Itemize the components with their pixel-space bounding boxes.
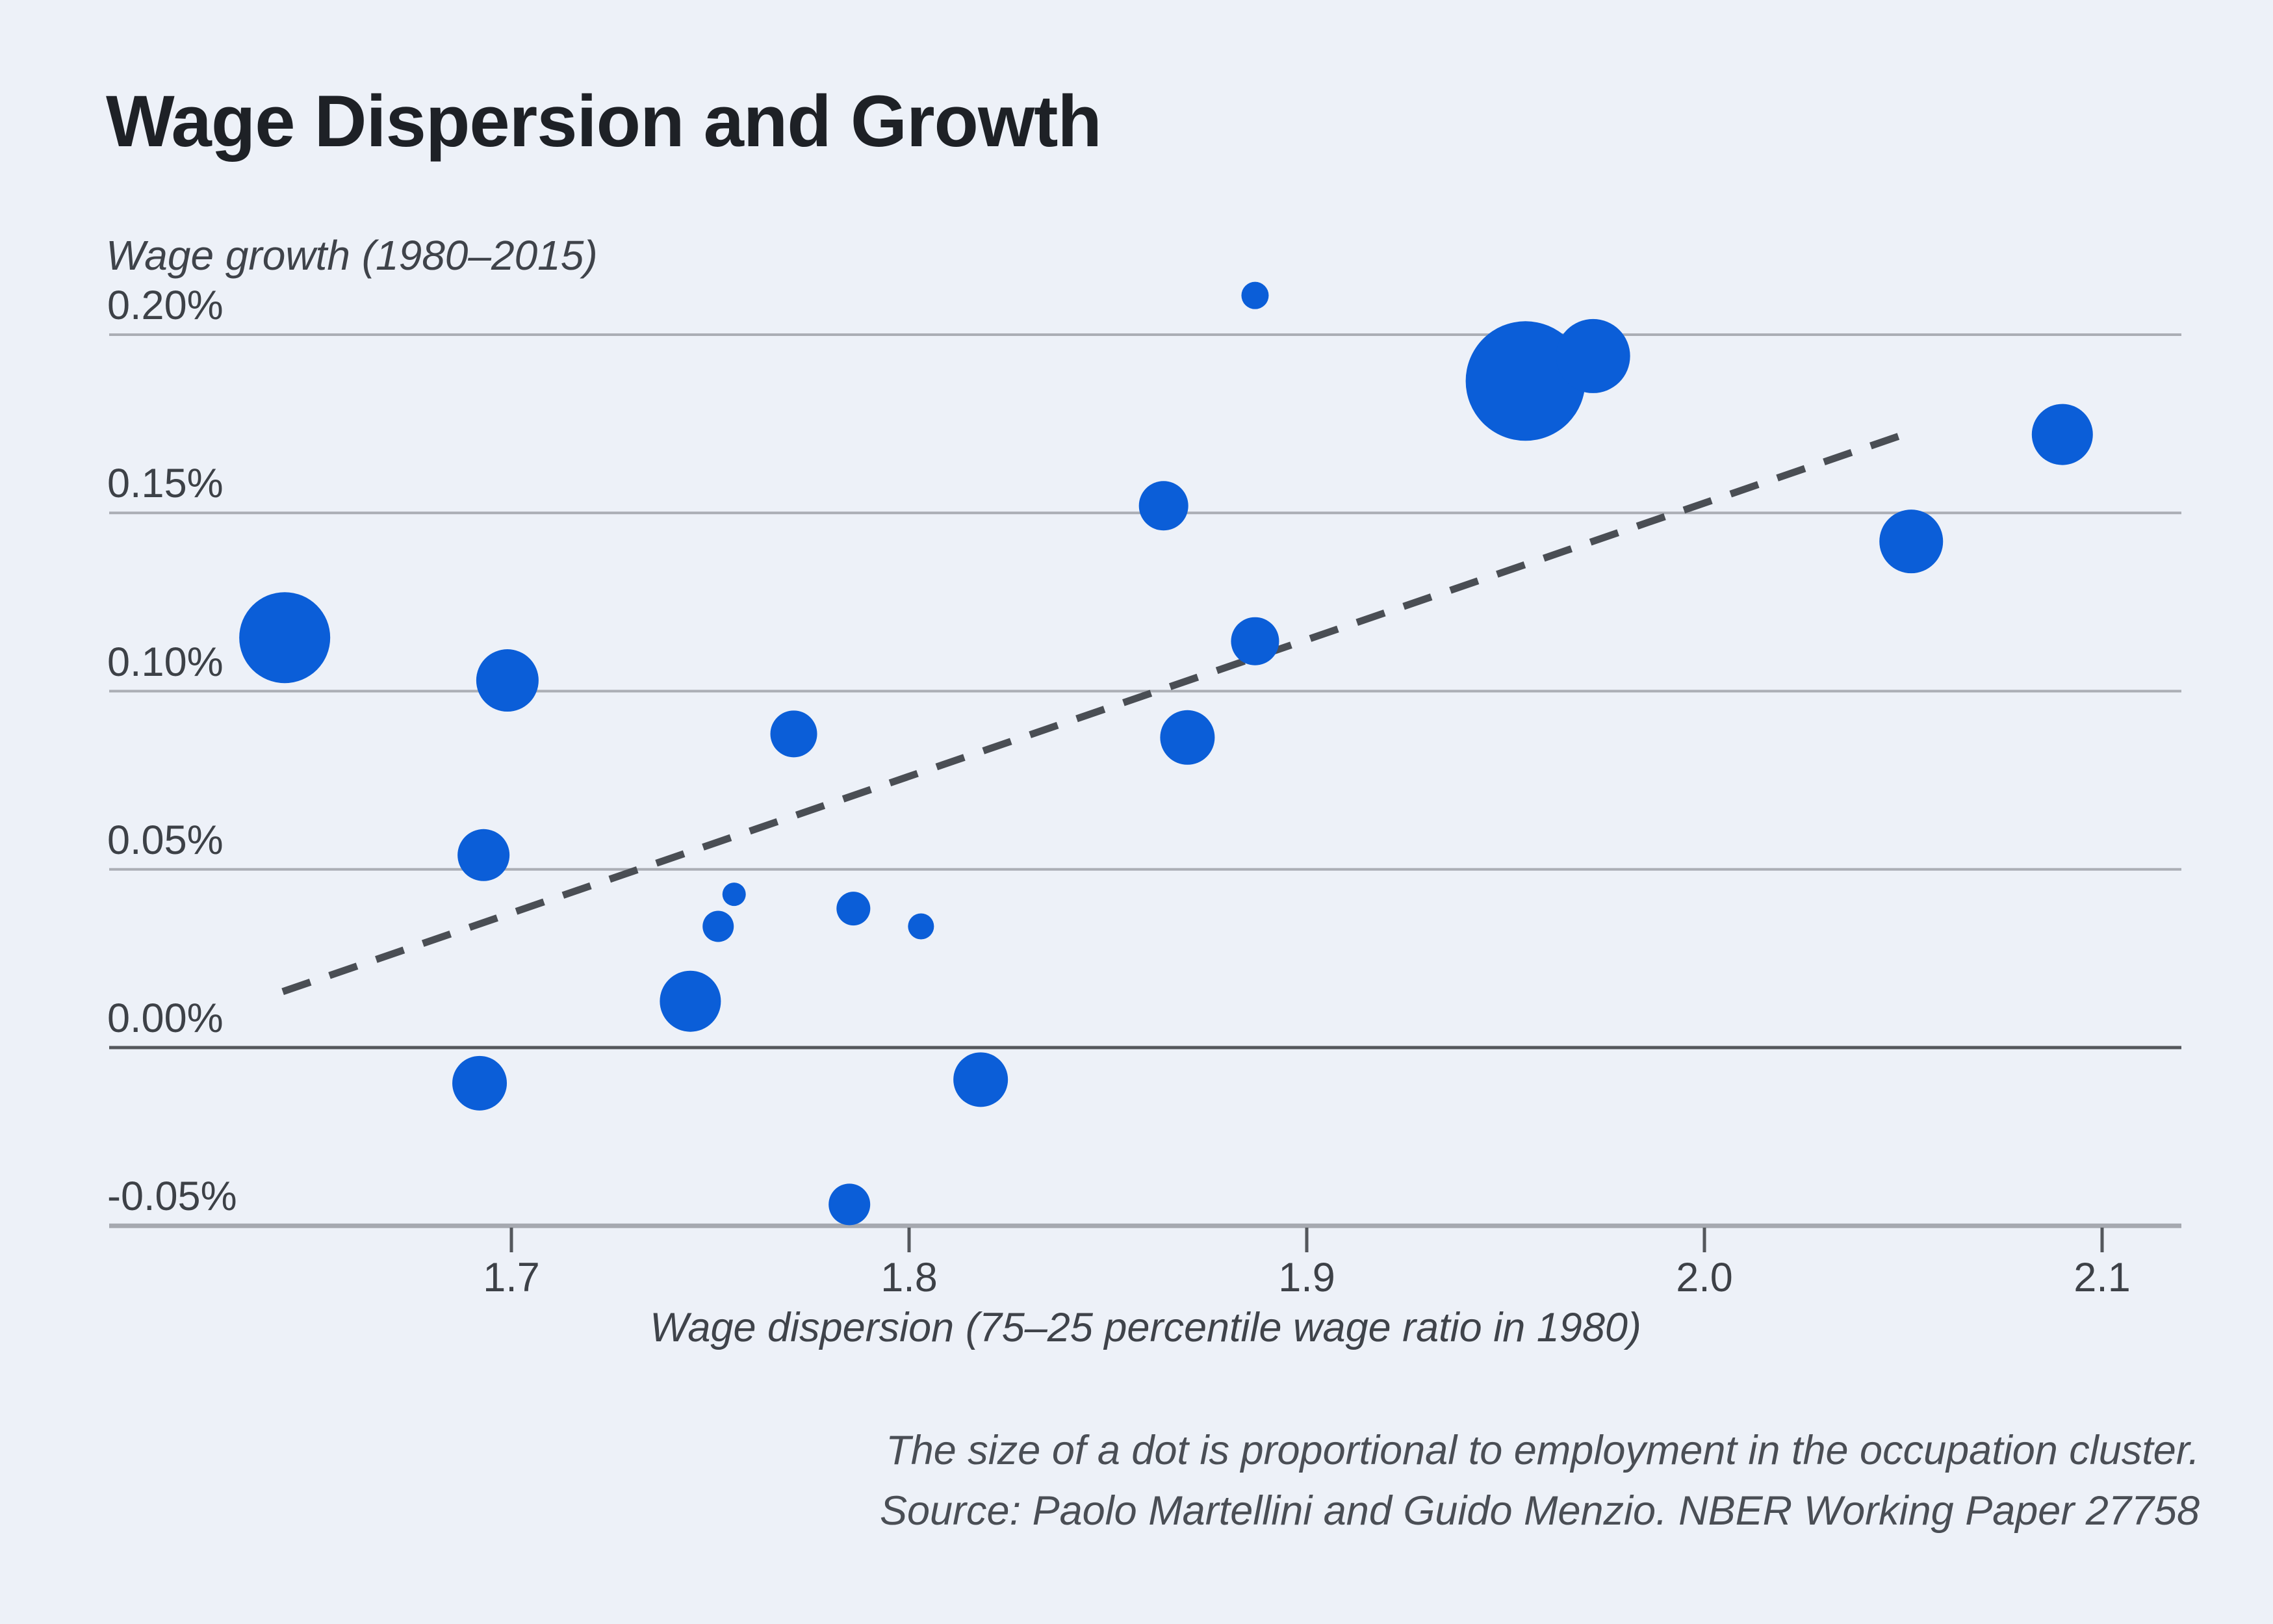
data-bubble (702, 910, 734, 942)
data-bubble (1879, 509, 1944, 574)
y-tick-label: -0.05% (107, 1174, 237, 1220)
data-bubble (722, 883, 746, 907)
x-axis-title: Wage dispersion (75–25 percentile wage r… (650, 1305, 1641, 1350)
x-tick-label: 2.0 (1676, 1255, 1733, 1300)
footnote-source: Source: Paolo Martellini and Guido Menzi… (879, 1488, 2200, 1534)
footnote-size-note: The size of a dot is proportional to emp… (886, 1428, 2200, 1473)
data-bubble (457, 829, 510, 881)
y-tick-label: 0.00% (107, 996, 224, 1041)
data-bubble (452, 1055, 507, 1111)
data-bubble (660, 970, 721, 1032)
data-bubble (908, 913, 934, 940)
y-axis-title: Wage growth (1980–2015) (106, 232, 598, 279)
x-tick-label: 2.1 (2074, 1255, 2131, 1300)
footnote-block: The size of a dot is proportional to emp… (880, 1421, 2200, 1541)
data-bubble (1465, 321, 1586, 441)
y-tick-label: 0.05% (107, 817, 224, 863)
data-bubble (828, 1183, 871, 1226)
data-bubble (1231, 617, 1279, 665)
data-bubble (836, 892, 871, 926)
data-bubble (953, 1052, 1008, 1107)
trend-dashed-line (281, 428, 1915, 996)
data-bubble (1241, 281, 1269, 309)
x-tick-label: 1.8 (880, 1255, 938, 1300)
data-bubble (2031, 404, 2093, 465)
data-bubble (770, 710, 817, 758)
x-tick-label: 1.9 (1278, 1255, 1335, 1300)
data-bubble (1138, 481, 1188, 531)
x-tick-label: 1.7 (483, 1255, 540, 1300)
y-tick-label: 0.10% (107, 639, 224, 685)
data-bubble (239, 592, 331, 684)
data-bubble (1556, 318, 1630, 393)
y-tick-label: 0.15% (107, 461, 224, 507)
data-bubble (1160, 710, 1215, 765)
chart-title: Wage Dispersion and Growth (106, 81, 1102, 162)
data-bubble (476, 649, 539, 712)
y-tick-label: 0.20% (107, 283, 224, 328)
